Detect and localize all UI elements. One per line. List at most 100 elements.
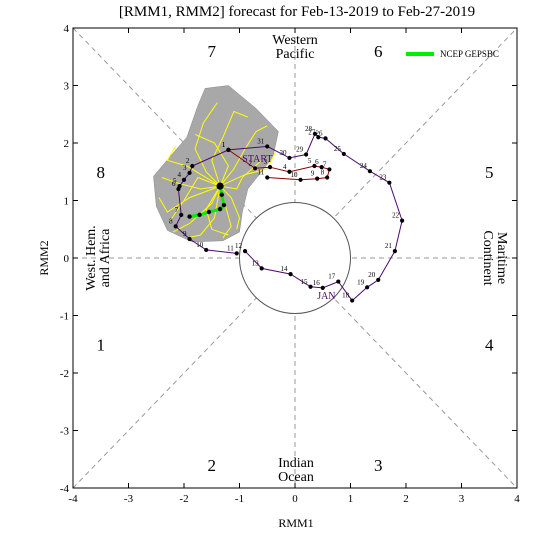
chart-title: [RMM1, RMM2] forecast for Feb-13-2019 to… [119, 4, 475, 20]
recent-day-label: 2 [249, 159, 253, 167]
ensemble-mean-point [187, 214, 192, 219]
region-label-left: West. Hem. and Africa [84, 225, 113, 290]
y-tick-label: 0 [64, 253, 70, 265]
region-top-line1: Western [272, 33, 318, 48]
observed-point [265, 144, 270, 149]
recent-point [312, 163, 317, 169]
observed-point [316, 135, 321, 140]
observed-point [312, 131, 318, 136]
observed-point [234, 251, 239, 256]
legend: NCEP GEPSBC [406, 49, 499, 59]
x-tick-label: 1 [348, 493, 354, 505]
x-tick-label: 4 [514, 493, 520, 505]
observed-point [304, 152, 309, 157]
ensemble-member-line [205, 185, 229, 236]
ensemble-member-line [169, 176, 221, 221]
observed-day-label: 25 [334, 145, 342, 153]
ensemble-mean-point [217, 206, 223, 212]
observed-day-label: 7 [175, 206, 179, 214]
observed-day-label: 4 [178, 171, 182, 179]
ensemble-member-line [161, 177, 221, 190]
y-tick-label: -4 [60, 483, 70, 495]
ensemble-member-line [166, 145, 221, 187]
observed-point [320, 285, 325, 290]
observed-point [179, 212, 184, 217]
observed-day-label: 28 [305, 125, 313, 133]
observed-day-label: 8 [169, 217, 173, 225]
recent-day-label: 1 [222, 141, 226, 149]
recent-day-label: 5 [308, 157, 312, 165]
observed-day-label: 1 [222, 141, 226, 149]
observed-day-label: 9 [183, 230, 187, 238]
observed-point [204, 247, 209, 253]
ensemble-member-line [194, 102, 221, 187]
observed-day-label: 10 [196, 241, 204, 249]
observed-point [287, 155, 292, 161]
ensemble-mean-point [221, 202, 227, 208]
observed-day-label: 15 [301, 278, 309, 286]
observed-point [242, 249, 248, 254]
observed-day-label: 20 [368, 271, 376, 279]
ensemble-mean-point [219, 192, 224, 197]
ensemble-member-line [186, 186, 221, 239]
observed-day-label: 12 [235, 242, 243, 250]
recent-day-label: 9 [311, 170, 315, 178]
recent-track: 1 2 3 4 5 6 789 10 11 [222, 141, 332, 182]
start-annotation: START [242, 154, 272, 165]
recent-point [265, 175, 270, 180]
ensemble-mean-point [216, 182, 224, 190]
recent-point [315, 176, 320, 181]
recent-point [252, 166, 258, 171]
ensemble-member-line [219, 185, 241, 230]
recent-day-label: 6 [315, 158, 319, 166]
ensemble-mean-track [187, 182, 227, 219]
phase-number: 2 [208, 456, 217, 475]
observed-day-label: 14 [281, 265, 289, 273]
observed-point [187, 170, 192, 175]
observed-day-label: 22 [392, 212, 400, 220]
recent-point [325, 175, 330, 180]
ensemble-member-line [211, 110, 248, 187]
y-tick-label: -1 [60, 311, 69, 323]
observed-day-label: 16 [313, 279, 321, 287]
phase-number: 7 [208, 42, 217, 61]
phase-number: 6 [374, 42, 383, 61]
observed-point [350, 298, 355, 303]
observed-day-label: 26 [316, 129, 324, 137]
phase-number: 3 [374, 456, 383, 475]
x-tick-label: 0 [292, 493, 298, 505]
observed-day-label: 30 [279, 149, 287, 157]
observed-day-label: 31 [257, 137, 265, 145]
observed-point [400, 218, 405, 223]
observed-day-label: 17 [328, 273, 336, 281]
region-label-bottom: Indian Ocean [278, 456, 314, 485]
region-bottom-line2: Ocean [278, 470, 314, 485]
observed-day-label: 13 [252, 259, 260, 267]
y-tick-label: 2 [64, 138, 70, 150]
y-axis-label: RMM2 [37, 240, 51, 275]
ensemble-member-line [158, 185, 221, 213]
observed-point [176, 186, 181, 192]
unit-circle [239, 202, 351, 314]
observed-day-label: 19 [357, 278, 365, 286]
recent-day-label: 10 [291, 171, 299, 179]
recent-point [226, 147, 231, 152]
observed-day-label: 21 [385, 242, 393, 250]
observed-point [365, 285, 370, 290]
x-axis-ticks: -4 -3 -2 -1 0 1 2 3 4 [68, 28, 520, 505]
ensemble-member-line [194, 133, 229, 187]
ensemble-member-line [220, 159, 263, 190]
ensemble-member-line [219, 151, 277, 187]
phase-number: 1 [97, 335, 106, 354]
region-right-line1: Maritime [494, 232, 509, 284]
observed-point [308, 284, 313, 289]
x-tick-label: -2 [179, 493, 188, 505]
phase-number: 5 [485, 163, 494, 182]
region-label-right: Maritime Continent [480, 230, 509, 285]
observed-point [387, 180, 392, 185]
observed-day-label: 11 [227, 244, 234, 252]
